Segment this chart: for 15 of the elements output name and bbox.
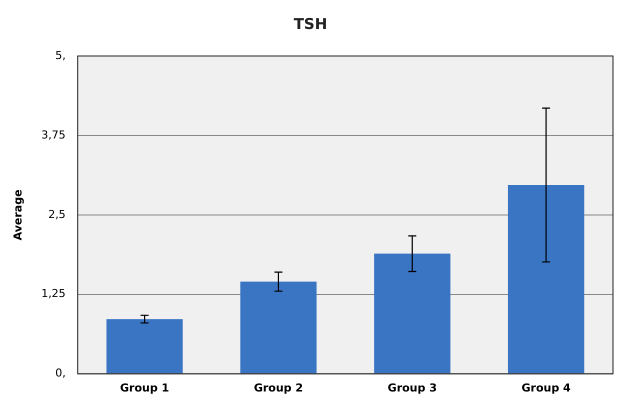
bar — [508, 185, 584, 374]
y-tick-label: 3,75 — [41, 128, 66, 142]
y-tick-label: 5, — [55, 48, 66, 62]
x-tick-label: Group 1 — [120, 381, 170, 394]
x-tick-label: Group 4 — [521, 381, 572, 394]
y-tick-label: 1,25 — [41, 287, 66, 300]
chart-title: TSH — [294, 14, 328, 33]
x-tick-label: Group 3 — [388, 381, 437, 394]
y-tick-label: 0, — [55, 366, 66, 380]
x-tick-label: Group 2 — [254, 381, 304, 394]
bar — [106, 319, 183, 374]
y-axis-title: Average — [11, 189, 24, 240]
y-tick-label: 2,5 — [48, 208, 66, 221]
bar — [240, 282, 317, 374]
bar — [374, 254, 450, 374]
